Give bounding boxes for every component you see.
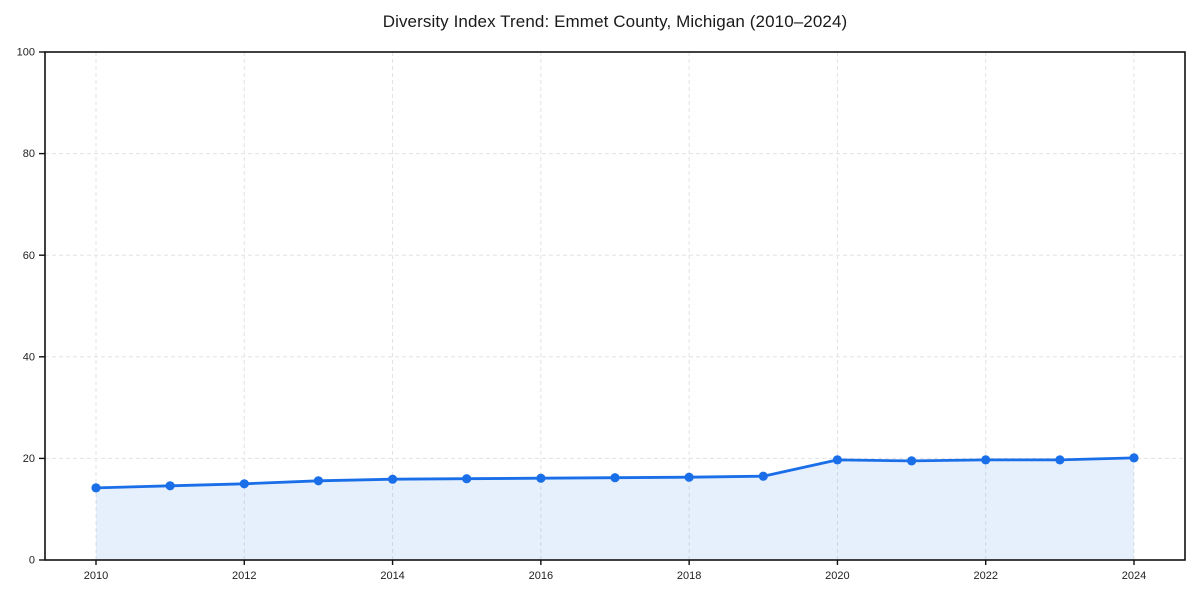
x-tick-label: 2014 bbox=[380, 570, 404, 582]
x-tick-label: 2018 bbox=[677, 570, 701, 582]
data-point-2016 bbox=[536, 473, 546, 483]
y-tick-label: 80 bbox=[23, 148, 35, 160]
x-tick-label: 2024 bbox=[1122, 570, 1146, 582]
x-tick-label: 2016 bbox=[529, 570, 553, 582]
area-fill bbox=[96, 457, 1134, 560]
x-tick-label: 2010 bbox=[84, 570, 108, 582]
data-point-2015 bbox=[462, 474, 472, 484]
chart-title: Diversity Index Trend: Emmet County, Mic… bbox=[382, 12, 848, 31]
y-tick-label: 0 bbox=[29, 555, 35, 567]
data-point-2022 bbox=[981, 455, 991, 465]
y-tick-label: 60 bbox=[23, 250, 35, 262]
data-point-2013 bbox=[313, 476, 323, 486]
plot-border bbox=[44, 51, 1186, 561]
data-point-2021 bbox=[907, 456, 917, 466]
data-point-2020 bbox=[832, 455, 843, 465]
data-point-2023 bbox=[1055, 455, 1065, 465]
x-tick-label: 2022 bbox=[973, 570, 997, 582]
x-tick-label: 2020 bbox=[825, 570, 849, 582]
data-point-2018 bbox=[684, 472, 694, 482]
data-point-2014 bbox=[388, 474, 398, 484]
data-point-2024 bbox=[1129, 453, 1139, 463]
y-tick-label: 100 bbox=[17, 47, 35, 59]
data-point-2012 bbox=[239, 479, 249, 489]
y-tick-label: 40 bbox=[23, 351, 35, 363]
data-point-2010 bbox=[91, 483, 101, 493]
data-point-2019 bbox=[758, 471, 768, 481]
y-tick-label: 20 bbox=[23, 453, 35, 465]
data-point-2011 bbox=[165, 481, 175, 491]
data-point-2017 bbox=[610, 473, 620, 483]
x-tick-label: 2012 bbox=[232, 570, 256, 582]
